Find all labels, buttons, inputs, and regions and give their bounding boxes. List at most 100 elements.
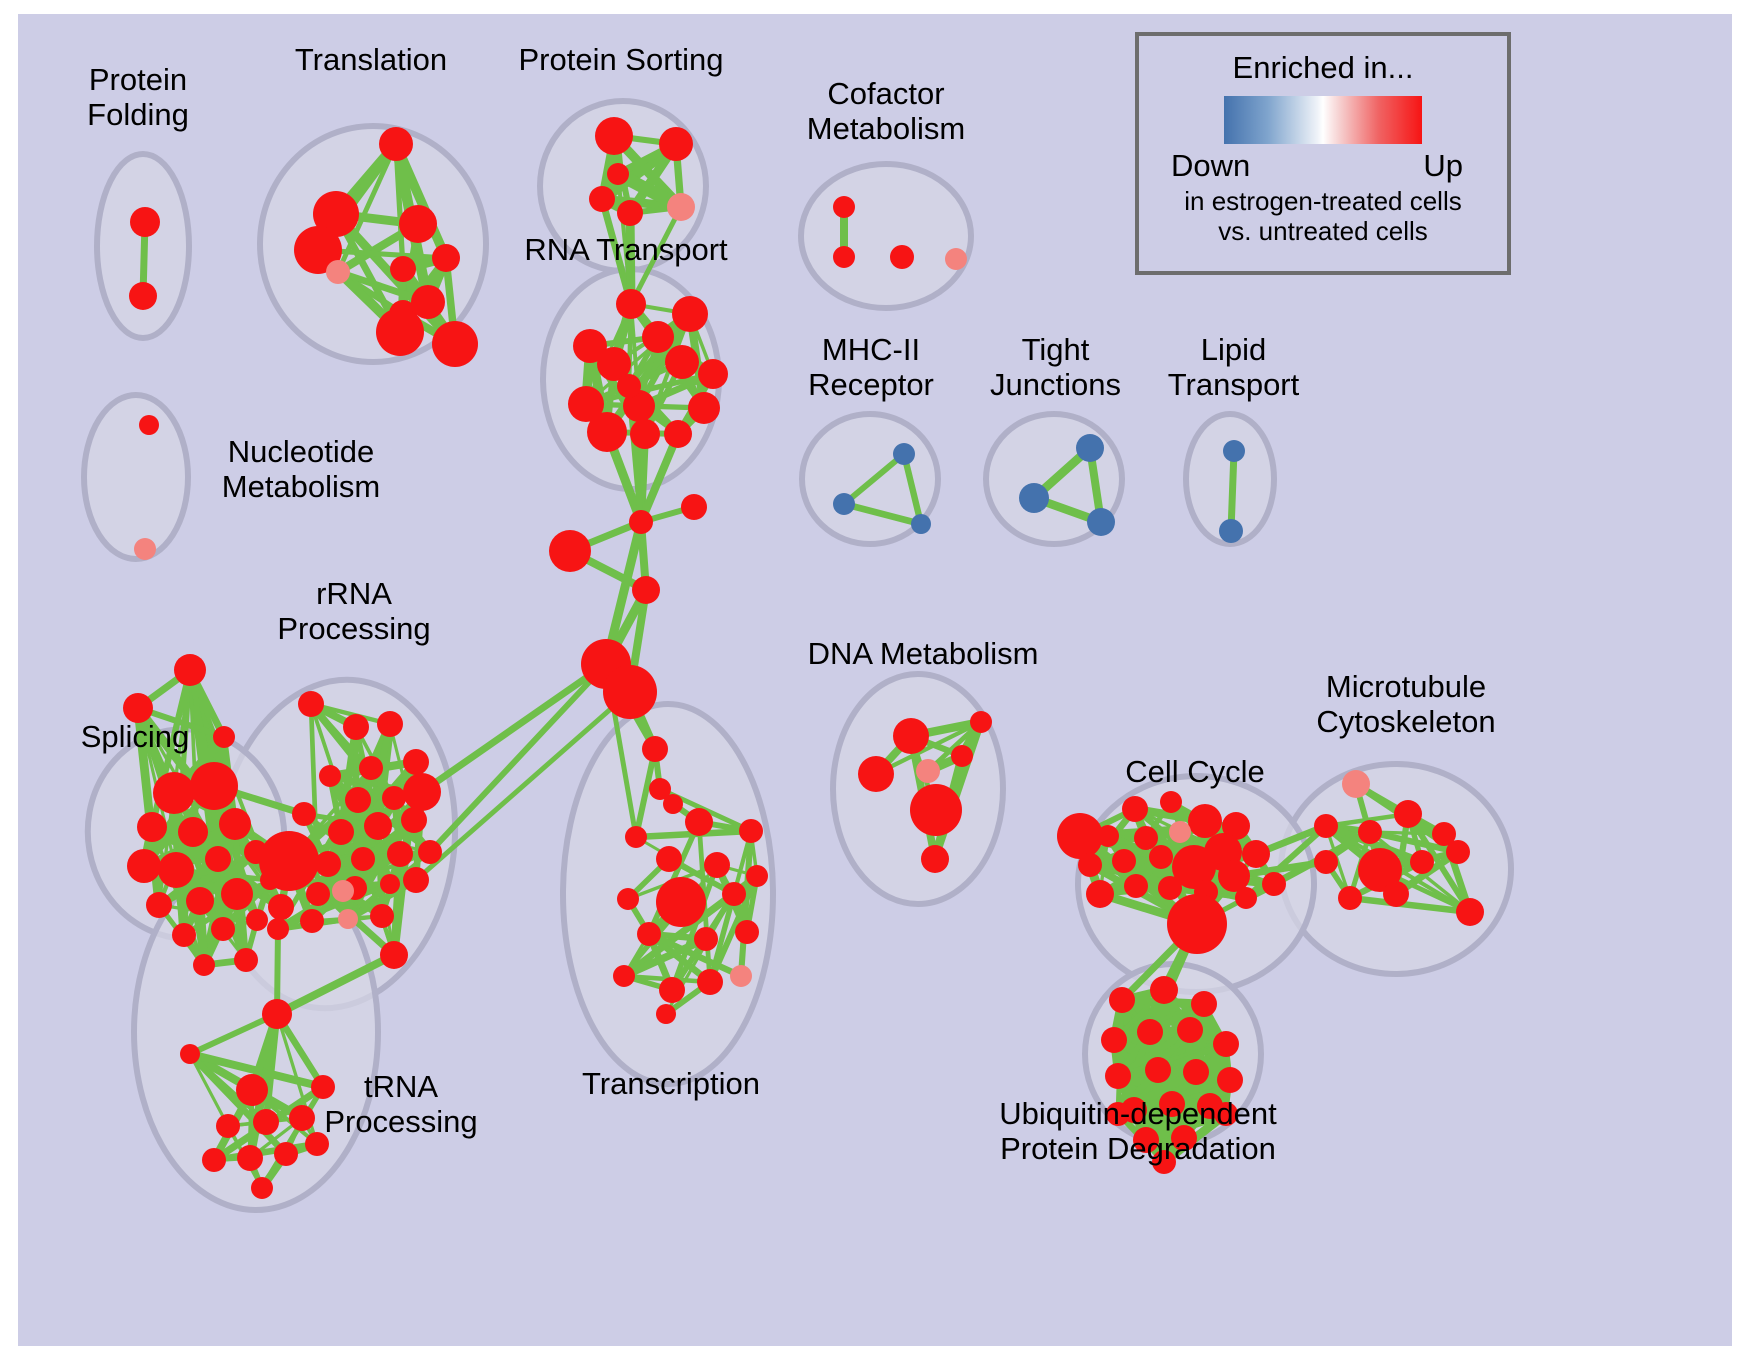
network-node[interactable] bbox=[1446, 840, 1470, 864]
network-node[interactable] bbox=[637, 922, 661, 946]
network-node[interactable] bbox=[1124, 874, 1148, 898]
network-node[interactable] bbox=[262, 999, 292, 1029]
network-node[interactable] bbox=[1133, 1127, 1159, 1153]
network-node[interactable] bbox=[1087, 508, 1115, 536]
network-node[interactable] bbox=[311, 1075, 335, 1099]
network-node[interactable] bbox=[603, 665, 657, 719]
network-node[interactable] bbox=[202, 1148, 226, 1172]
network-node[interactable] bbox=[730, 965, 752, 987]
network-node[interactable] bbox=[1223, 440, 1245, 462]
network-node[interactable] bbox=[735, 920, 759, 944]
network-node[interactable] bbox=[1218, 860, 1250, 892]
network-node[interactable] bbox=[833, 246, 855, 268]
network-node[interactable] bbox=[315, 851, 341, 877]
network-node[interactable] bbox=[663, 794, 683, 814]
network-node[interactable] bbox=[595, 117, 633, 155]
network-node[interactable] bbox=[401, 807, 427, 833]
network-node[interactable] bbox=[587, 412, 627, 452]
network-node[interactable] bbox=[259, 831, 319, 891]
network-node[interactable] bbox=[664, 420, 692, 448]
network-node[interactable] bbox=[945, 248, 967, 270]
network-node[interactable] bbox=[1101, 1027, 1127, 1053]
network-node[interactable] bbox=[193, 954, 215, 976]
network-node[interactable] bbox=[190, 762, 238, 810]
network-node[interactable] bbox=[300, 909, 324, 933]
network-node[interactable] bbox=[681, 494, 707, 520]
network-node[interactable] bbox=[432, 244, 460, 272]
network-node[interactable] bbox=[1394, 800, 1422, 828]
network-node[interactable] bbox=[313, 191, 359, 237]
network-node[interactable] bbox=[1432, 822, 1456, 846]
network-node[interactable] bbox=[697, 969, 723, 995]
network-node[interactable] bbox=[858, 756, 894, 792]
network-node[interactable] bbox=[970, 711, 992, 733]
network-node[interactable] bbox=[370, 904, 394, 928]
network-node[interactable] bbox=[1338, 886, 1362, 910]
network-node[interactable] bbox=[951, 745, 973, 767]
network-node[interactable] bbox=[411, 285, 445, 319]
network-node[interactable] bbox=[268, 894, 294, 920]
network-node[interactable] bbox=[656, 1004, 676, 1024]
network-node[interactable] bbox=[403, 749, 429, 775]
network-node[interactable] bbox=[1214, 1102, 1238, 1126]
network-node[interactable] bbox=[616, 289, 646, 319]
network-node[interactable] bbox=[911, 514, 931, 534]
network-node[interactable] bbox=[343, 714, 369, 740]
network-node[interactable] bbox=[1314, 850, 1338, 874]
network-node[interactable] bbox=[123, 693, 153, 723]
network-node[interactable] bbox=[1097, 825, 1119, 847]
network-node[interactable] bbox=[158, 852, 194, 888]
network-node[interactable] bbox=[1242, 840, 1270, 868]
network-node[interactable] bbox=[649, 778, 671, 800]
network-node[interactable] bbox=[305, 1132, 329, 1156]
network-node[interactable] bbox=[1158, 876, 1182, 900]
network-node[interactable] bbox=[629, 510, 653, 534]
network-node[interactable] bbox=[656, 846, 682, 872]
network-node[interactable] bbox=[1105, 1063, 1131, 1089]
network-node[interactable] bbox=[1137, 1019, 1163, 1045]
network-node[interactable] bbox=[1171, 1125, 1197, 1151]
network-node[interactable] bbox=[1167, 894, 1227, 954]
network-node[interactable] bbox=[292, 802, 316, 826]
network-node[interactable] bbox=[1152, 1150, 1176, 1174]
network-node[interactable] bbox=[380, 941, 408, 969]
network-node[interactable] bbox=[137, 812, 167, 842]
network-node[interactable] bbox=[139, 415, 159, 435]
network-node[interactable] bbox=[130, 207, 160, 237]
network-node[interactable] bbox=[1160, 791, 1182, 813]
network-node[interactable] bbox=[688, 392, 720, 424]
network-node[interactable] bbox=[1262, 872, 1286, 896]
network-node[interactable] bbox=[685, 808, 713, 836]
network-node[interactable] bbox=[328, 819, 354, 845]
network-node[interactable] bbox=[1112, 849, 1136, 873]
network-node[interactable] bbox=[364, 812, 392, 840]
network-node[interactable] bbox=[338, 909, 358, 929]
network-node[interactable] bbox=[1122, 796, 1148, 822]
network-node[interactable] bbox=[213, 726, 235, 748]
network-node[interactable] bbox=[267, 918, 289, 940]
network-node[interactable] bbox=[306, 882, 330, 906]
network-node[interactable] bbox=[642, 736, 668, 762]
network-node[interactable] bbox=[186, 887, 214, 915]
network-node[interactable] bbox=[1217, 1067, 1243, 1093]
network-node[interactable] bbox=[573, 329, 607, 363]
network-node[interactable] bbox=[134, 538, 156, 560]
network-node[interactable] bbox=[672, 296, 708, 332]
network-node[interactable] bbox=[1314, 814, 1338, 838]
network-node[interactable] bbox=[694, 927, 718, 951]
network-node[interactable] bbox=[704, 852, 730, 878]
network-node[interactable] bbox=[418, 840, 442, 864]
network-node[interactable] bbox=[1150, 976, 1178, 1004]
network-node[interactable] bbox=[632, 576, 660, 604]
network-node[interactable] bbox=[1410, 850, 1434, 874]
network-node[interactable] bbox=[236, 1074, 268, 1106]
network-node[interactable] bbox=[833, 196, 855, 218]
network-node[interactable] bbox=[1149, 845, 1173, 869]
network-node[interactable] bbox=[1169, 821, 1191, 843]
network-node[interactable] bbox=[178, 817, 208, 847]
network-node[interactable] bbox=[665, 345, 699, 379]
network-node[interactable] bbox=[625, 826, 647, 848]
network-node[interactable] bbox=[253, 1109, 279, 1135]
network-node[interactable] bbox=[1134, 826, 1158, 850]
network-node[interactable] bbox=[221, 878, 253, 910]
